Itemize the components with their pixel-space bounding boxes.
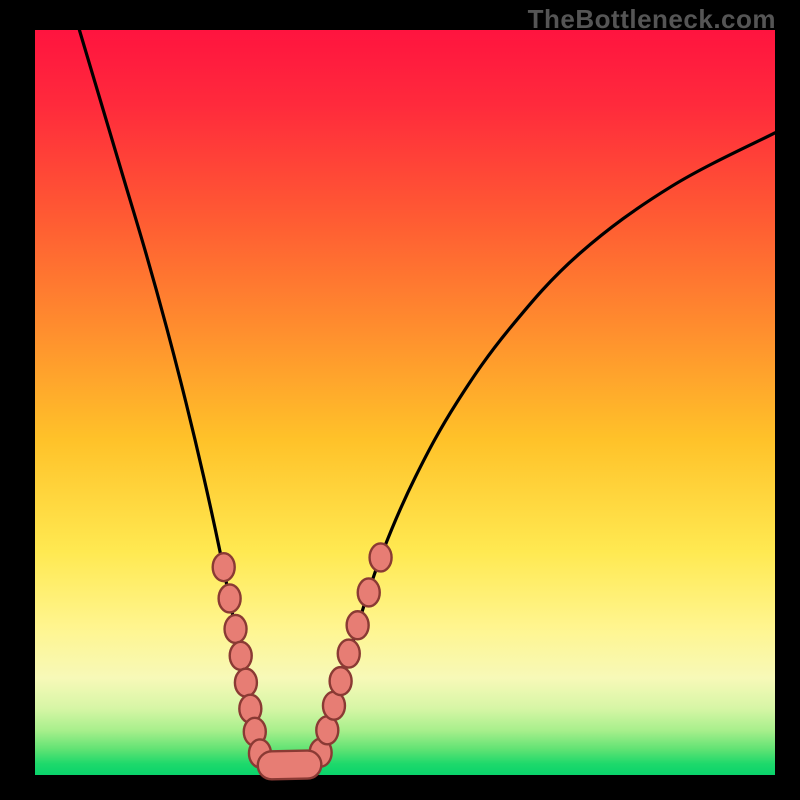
chart-svg	[0, 0, 800, 800]
curve-marker	[347, 611, 369, 639]
curve-marker	[338, 640, 360, 668]
watermark-text: TheBottleneck.com	[528, 4, 776, 35]
curve-marker	[225, 615, 247, 643]
curve-marker	[330, 667, 352, 695]
curve-marker	[358, 578, 380, 606]
plot-gradient	[35, 30, 775, 775]
curve-marker	[235, 669, 257, 697]
curve-marker	[213, 553, 235, 581]
curve-marker	[370, 543, 392, 571]
curve-marker	[219, 584, 241, 612]
curve-marker	[230, 642, 252, 670]
curve-marker-pill	[258, 751, 322, 780]
